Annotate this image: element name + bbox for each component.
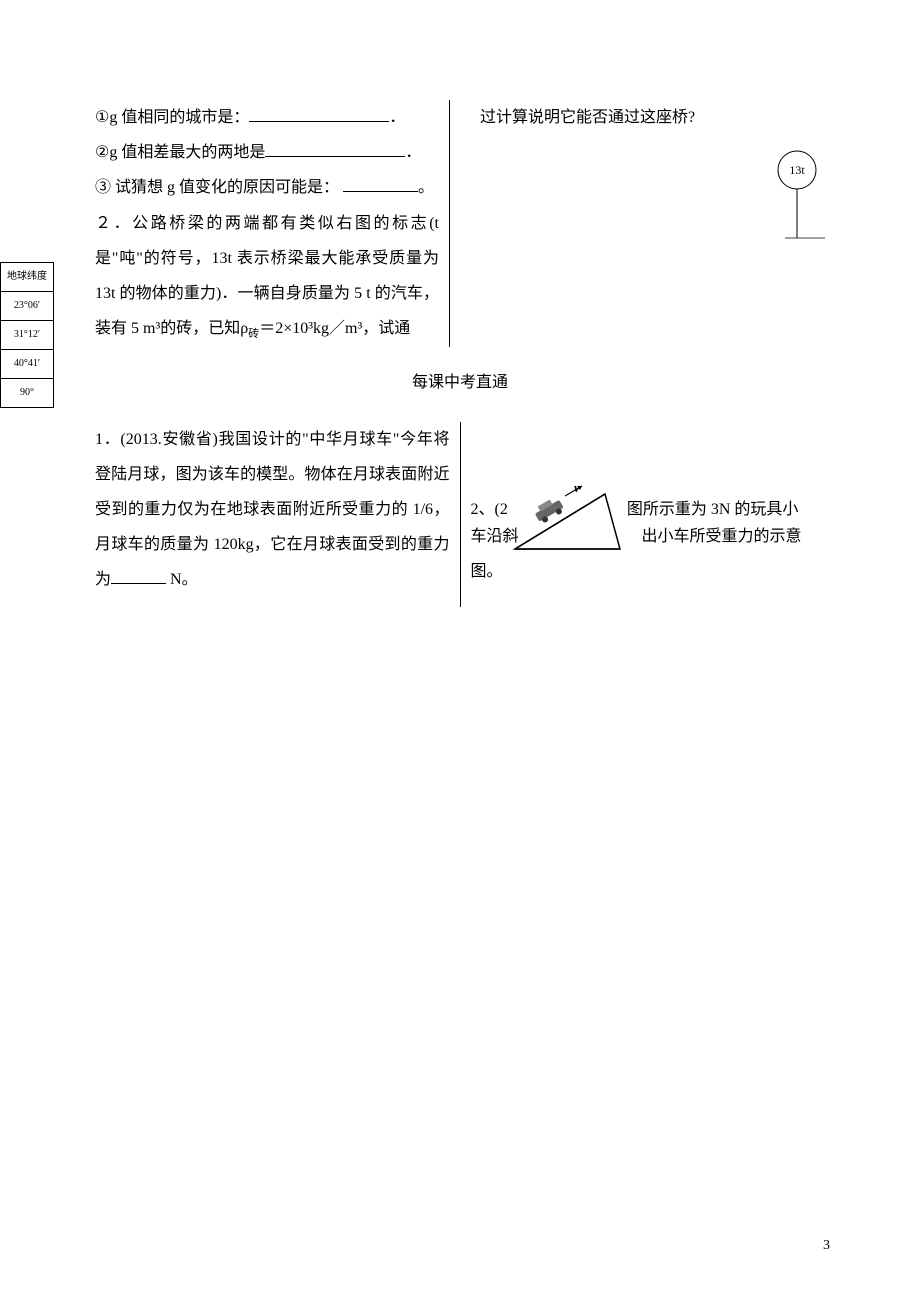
question-2-continued: 过计算说明它能否通过这座桥? xyxy=(480,100,825,135)
q1-text: ①g 值相同的城市是： xyxy=(95,109,249,126)
blank-fill xyxy=(343,176,418,192)
q1-suffix: ． xyxy=(389,109,405,126)
exam-q2-line2b: 出小车所受重力的示意 xyxy=(642,528,802,545)
question-1-3: ③ 试猜想 g 值变化的原因可能是： 。 xyxy=(95,170,439,205)
exam-q1-text: 1．(2013.安徽省)我国设计的"中华月球车"今年将登陆月球，图为该车的模型。… xyxy=(95,431,450,589)
section-title: 每课中考直通 xyxy=(95,365,825,400)
q3-suffix: 。 xyxy=(418,179,434,196)
table-row: 90° xyxy=(1,379,54,408)
subscript: 砖 xyxy=(248,328,259,340)
q3-text: ③ 试猜想 g 值变化的原因可能是： xyxy=(95,179,339,196)
page-number: 3 xyxy=(823,1231,830,1262)
exam-q2-line2a: 车沿斜 xyxy=(471,528,519,545)
bridge-sign-icon: 13t xyxy=(770,150,825,240)
bottom-right-column: 2、(2 xyxy=(461,422,826,607)
table-row: 31°12′ xyxy=(1,321,54,350)
sign-text: 13t xyxy=(789,163,805,177)
table-row: 23°06′ xyxy=(1,292,54,321)
q2-text: ②g 值相差最大的两地是 xyxy=(95,144,265,161)
top-left-column: ①g 值相同的城市是： ． ②g 值相差最大的两地是 ． ③ 试猜想 g 值变化的原… xyxy=(95,100,450,347)
exam-question-2: 2、(2 xyxy=(471,492,826,589)
exam-q1-suffix: N。 xyxy=(166,571,198,588)
blank-fill xyxy=(249,106,389,122)
table-header: 地球纬度 xyxy=(1,263,54,292)
question-1-1: ①g 值相同的城市是： ． xyxy=(95,100,439,135)
bottom-two-column: 1．(2013.安徽省)我国设计的"中华月球车"今年将登陆月球，图为该车的模型。… xyxy=(95,422,825,607)
question-1-2: ②g 值相差最大的两地是 ． xyxy=(95,135,439,170)
question-2: ２．公路桥梁的两端都有类似右图的标志(t 是"吨"的符号，13t 表示桥梁最大能… xyxy=(95,206,439,347)
table-row: 40°41′ xyxy=(1,350,54,379)
latitude-side-table: 地球纬度 23°06′ 31°12′ 40°41′ 90° xyxy=(0,262,54,408)
q2-after-text: ＝2×10³kg／m³，试通 xyxy=(259,320,410,337)
exam-q2-line3: 图。 xyxy=(471,554,826,589)
q2-main-text: ２．公路桥梁的两端都有类似右图的标志(t 是"吨"的符号，13t 表示桥梁最大能… xyxy=(95,215,439,338)
bottom-left-column: 1．(2013.安徽省)我国设计的"中华月球车"今年将登陆月球，图为该车的模型。… xyxy=(95,422,460,607)
q2-suffix: ． xyxy=(405,144,421,161)
exam-question-1: 1．(2013.安徽省)我国设计的"中华月球车"今年将登陆月球，图为该车的模型。… xyxy=(95,422,450,598)
top-right-column: 过计算说明它能否通过这座桥? 13t xyxy=(470,100,825,347)
blank-fill xyxy=(265,141,405,157)
top-two-column: ①g 值相同的城市是： ． ②g 值相差最大的两地是 ． ③ 试猜想 g 值变化的原… xyxy=(95,100,825,347)
blank-fill xyxy=(111,568,166,584)
